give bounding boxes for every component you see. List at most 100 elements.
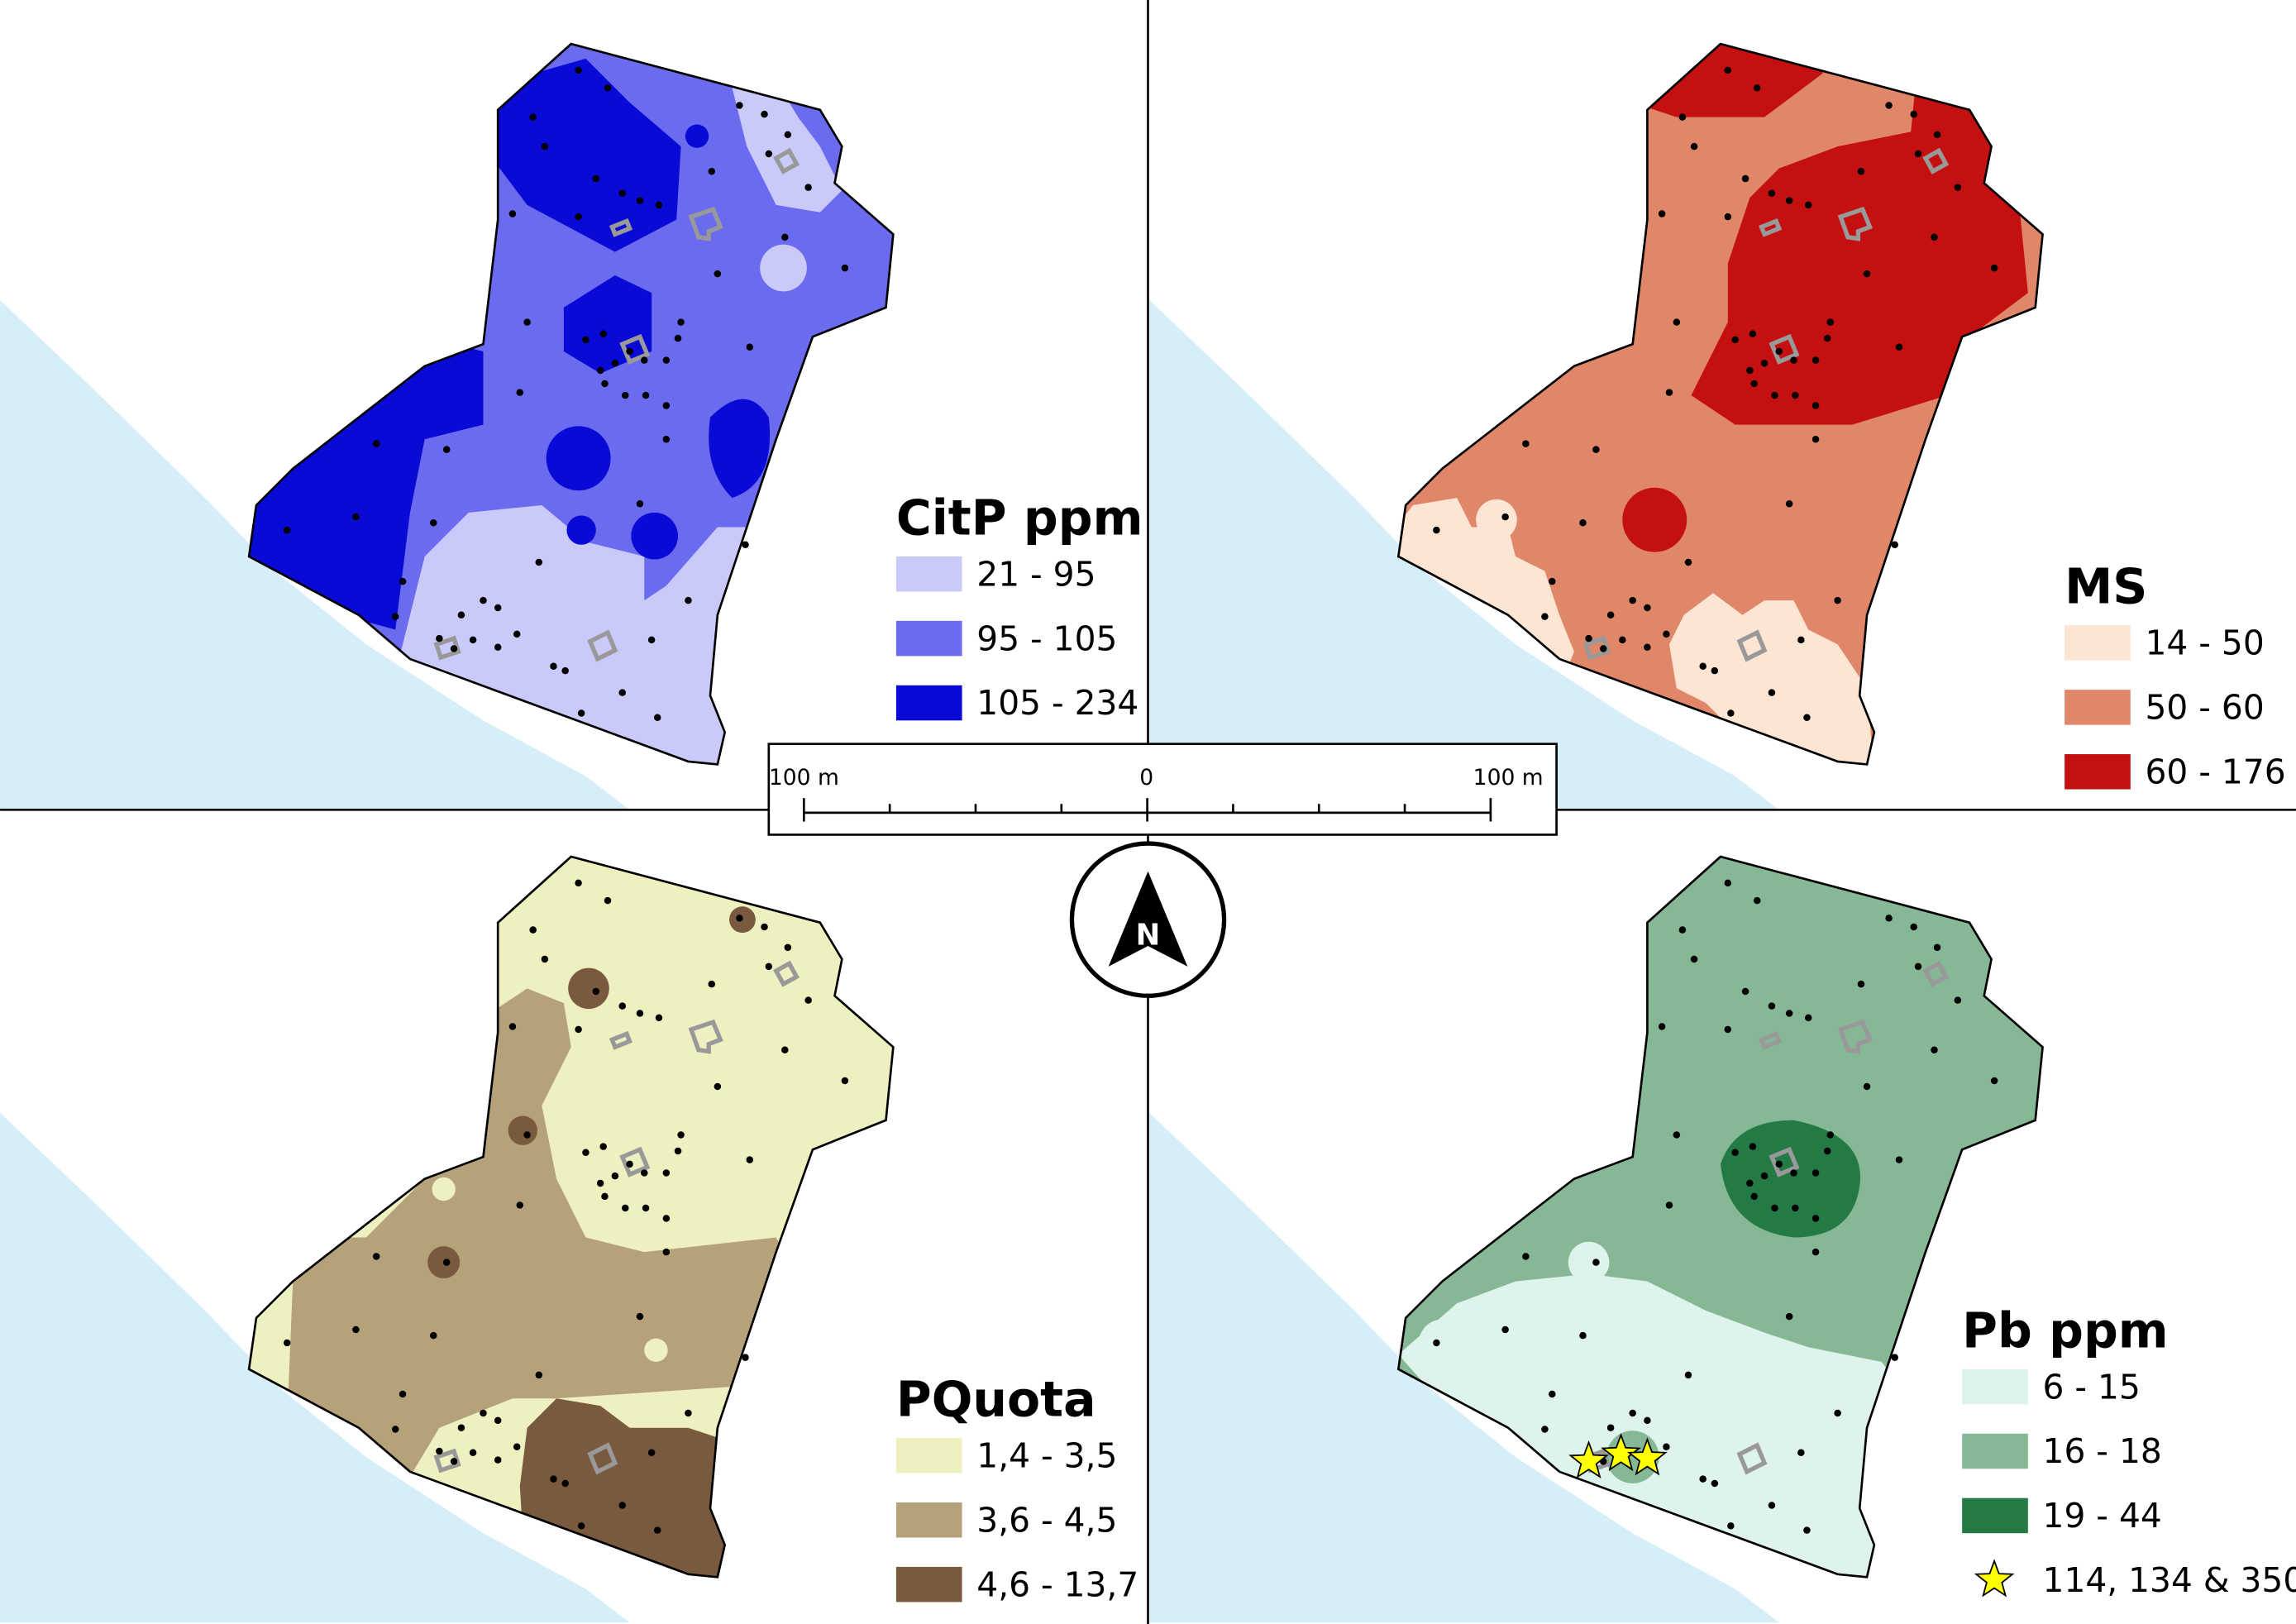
legend-swatch xyxy=(2064,754,2131,790)
sample-point xyxy=(1678,926,1687,934)
sample-point xyxy=(372,1253,380,1260)
sample-point xyxy=(1690,142,1698,150)
building xyxy=(1736,629,1768,662)
sample-point xyxy=(804,184,812,191)
sample-point xyxy=(1771,1204,1778,1212)
sample-point xyxy=(662,1169,671,1177)
sample-point xyxy=(765,150,773,158)
sample-point xyxy=(541,142,549,150)
sample-point xyxy=(436,634,443,642)
legend-swatch xyxy=(895,1438,962,1474)
sample-point xyxy=(604,84,612,92)
sample-point xyxy=(1760,359,1769,367)
sample-point xyxy=(746,343,754,351)
sample-point xyxy=(1746,366,1754,375)
building xyxy=(587,629,618,662)
field-outline xyxy=(247,855,895,1579)
scale-bar: 100 m 0 100 m xyxy=(769,765,1544,822)
sample-point xyxy=(1711,666,1719,675)
legend-swatch xyxy=(895,556,962,592)
sample-point xyxy=(1522,440,1530,447)
sample-point xyxy=(550,662,557,671)
sample-point xyxy=(1760,1172,1769,1180)
sample-point xyxy=(561,1479,569,1488)
sample-point xyxy=(653,1526,661,1534)
sample-point xyxy=(677,1131,685,1139)
sample-point xyxy=(1891,541,1898,549)
legend-title: CitP ppm xyxy=(896,490,1143,546)
sample-point xyxy=(618,1002,626,1010)
sample-point xyxy=(469,636,477,644)
sample-point xyxy=(430,1331,437,1340)
building xyxy=(587,1442,618,1475)
sample-point xyxy=(636,1010,644,1017)
zone xyxy=(709,399,771,499)
sample-point xyxy=(1749,330,1757,338)
sample-point xyxy=(784,943,792,952)
legend-label: 1,4 - 3,5 xyxy=(976,1436,1117,1476)
sample-point xyxy=(1753,896,1761,905)
building xyxy=(1736,1442,1768,1475)
sample-point xyxy=(599,330,607,338)
sample-point xyxy=(494,1456,502,1464)
building xyxy=(688,1019,723,1054)
sample-point xyxy=(436,1447,443,1455)
zone xyxy=(508,1115,538,1145)
sample-point xyxy=(352,1325,360,1334)
sample-point xyxy=(516,1201,524,1209)
sample-point xyxy=(674,1147,682,1155)
sample-point xyxy=(647,636,656,644)
outlier-star xyxy=(1568,1440,1609,1479)
sample-point xyxy=(841,1077,849,1085)
sample-point xyxy=(626,347,633,356)
sample-point xyxy=(685,1409,692,1417)
building xyxy=(433,635,461,661)
sample-point xyxy=(804,996,812,1004)
sample-point xyxy=(577,709,585,717)
sample-point xyxy=(1592,1259,1600,1266)
sample-point xyxy=(1790,356,1797,364)
zone xyxy=(760,244,807,292)
sample-point xyxy=(662,1248,671,1256)
sample-point xyxy=(1792,1204,1799,1212)
legend-label: 4,6 - 13,7 xyxy=(976,1564,1138,1604)
sample-point xyxy=(430,518,437,527)
legend-star xyxy=(1974,1559,2015,1598)
scale-label: 100 m xyxy=(769,765,839,791)
sample-point xyxy=(662,1215,671,1222)
sample-point xyxy=(1727,1522,1735,1530)
scale-bar-box xyxy=(767,743,1558,836)
sample-point xyxy=(1914,150,1922,158)
sample-point xyxy=(1785,1312,1793,1321)
sample-point xyxy=(508,210,517,217)
sample-point xyxy=(1797,636,1805,644)
legend-title: PQuota xyxy=(896,1372,1096,1428)
sample-point xyxy=(1895,1156,1903,1163)
sample-point xyxy=(561,666,569,675)
sample-point xyxy=(1644,643,1651,652)
legend-title: MS xyxy=(2064,559,2147,615)
legend-label: 6 - 15 xyxy=(2043,1367,2141,1407)
outlier-star xyxy=(1601,1433,1641,1472)
sample-point xyxy=(283,1339,291,1347)
building xyxy=(609,217,633,237)
sample-point xyxy=(1895,343,1903,351)
legend-label: 114, 134 & 350 xyxy=(2043,1560,2296,1600)
sample-point xyxy=(592,987,600,996)
sample-point xyxy=(399,1390,407,1398)
sample-point xyxy=(535,558,543,566)
zone xyxy=(483,58,681,252)
sample-point xyxy=(1891,1354,1898,1361)
sample-point xyxy=(577,1522,585,1530)
sample-point xyxy=(1857,167,1865,175)
building xyxy=(619,333,651,365)
sample-point xyxy=(1749,1143,1757,1150)
building xyxy=(1837,206,1874,241)
sample-point xyxy=(1785,1010,1793,1017)
sample-point xyxy=(765,962,773,971)
sample-point xyxy=(1549,577,1556,585)
sample-point xyxy=(1501,1325,1509,1334)
sample-point xyxy=(1804,1014,1812,1022)
sample-point xyxy=(1741,987,1749,996)
sample-point xyxy=(1522,1253,1530,1260)
